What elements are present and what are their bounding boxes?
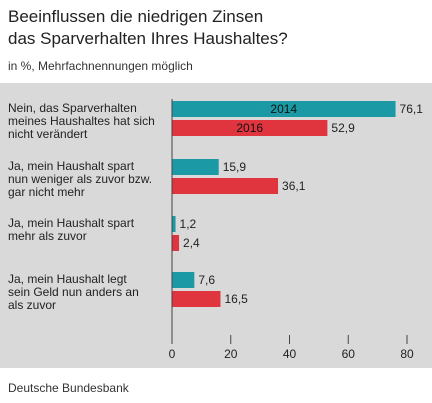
legend-label-2016: 2016 — [236, 121, 263, 135]
data-label: 16,5 — [224, 292, 248, 306]
category-label: Nein, das Sparverhalten — [8, 101, 137, 115]
x-tick-label: 40 — [283, 347, 297, 361]
data-label: 36,1 — [282, 179, 306, 193]
x-tick-label: 20 — [224, 347, 238, 361]
chart-title-line-2: das Sparverhalten Ihres Haushaltes? — [8, 29, 288, 48]
category-label: meines Haushaltes hat sich — [8, 114, 155, 128]
category-label: Ja, mein Haushalt spart — [8, 159, 135, 173]
data-label: 1,2 — [180, 217, 197, 231]
data-label: 2,4 — [183, 236, 200, 250]
x-tick-label: 80 — [400, 347, 414, 361]
chart-title: Beeinflussen die niedrigen Zinsen das Sp… — [8, 6, 428, 50]
category-label: nicht verändert — [8, 127, 88, 141]
data-label: 15,9 — [223, 160, 247, 174]
bar-2016 — [172, 291, 221, 307]
category-label: mehr als zuvor — [8, 229, 87, 243]
bar-2014 — [172, 101, 396, 117]
category-label: als zuvor — [8, 298, 56, 312]
category-label: nun weniger als zuvor bzw. — [8, 172, 152, 186]
data-label: 76,1 — [400, 102, 424, 116]
source-label: Deutsche Bundesbank — [8, 381, 129, 395]
chart-title-line-1: Beeinflussen die niedrigen Zinsen — [8, 7, 264, 26]
data-label: 52,9 — [331, 121, 355, 135]
bar-2014 — [172, 216, 176, 232]
x-tick-label: 0 — [169, 347, 176, 361]
category-label: Ja, mein Haushalt legt — [8, 272, 127, 286]
chart-subtitle: in %, Mehrfachnennungen möglich — [8, 59, 193, 73]
bar-2016 — [172, 235, 180, 251]
category-label: sein Geld nun anders an — [8, 285, 139, 299]
x-tick-label: 60 — [342, 347, 356, 361]
bar-2014 — [172, 159, 219, 175]
category-label: Ja, mein Haushalt spart — [8, 216, 135, 230]
bar-2016 — [172, 178, 279, 194]
bar-2014 — [172, 272, 195, 288]
legend-label-2014: 2014 — [270, 102, 297, 116]
category-label: gar nicht mehr — [8, 185, 85, 199]
data-label: 7,6 — [198, 273, 215, 287]
bar-2016 — [172, 120, 328, 136]
